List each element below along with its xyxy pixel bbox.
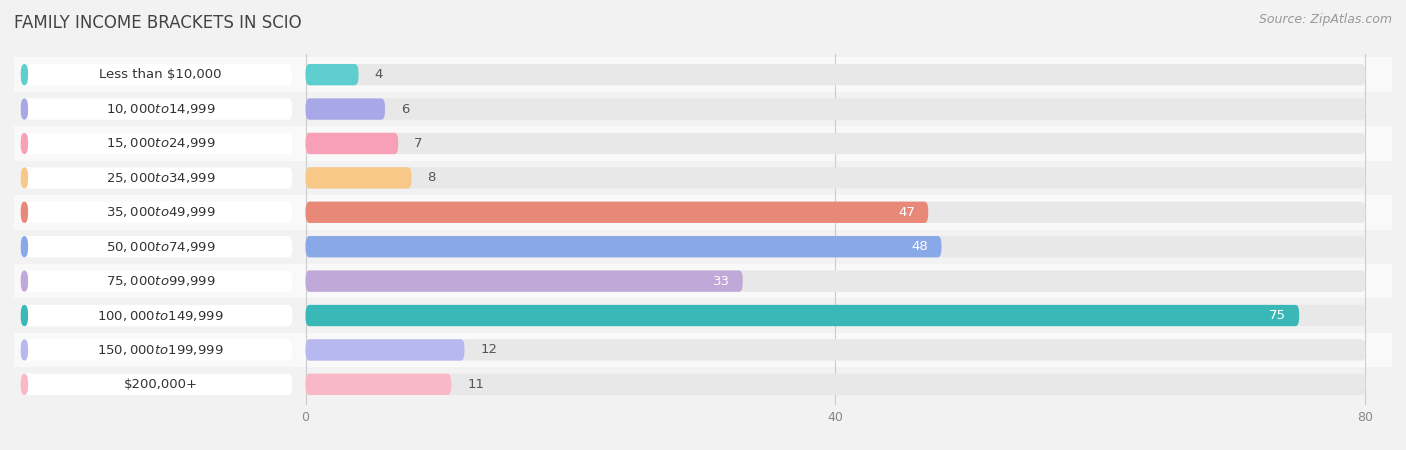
Text: $50,000 to $74,999: $50,000 to $74,999 [105,240,215,254]
Text: $35,000 to $49,999: $35,000 to $49,999 [105,205,215,219]
FancyBboxPatch shape [305,202,1365,223]
FancyBboxPatch shape [14,230,1392,264]
FancyBboxPatch shape [21,64,28,86]
FancyBboxPatch shape [14,126,1392,161]
FancyBboxPatch shape [305,270,742,292]
FancyBboxPatch shape [305,236,942,257]
Text: 33: 33 [713,274,730,288]
FancyBboxPatch shape [305,305,1299,326]
Text: 6: 6 [401,103,409,116]
Text: 12: 12 [481,343,498,356]
FancyBboxPatch shape [305,133,398,154]
Text: 11: 11 [467,378,484,391]
Text: $100,000 to $149,999: $100,000 to $149,999 [97,309,224,323]
FancyBboxPatch shape [21,133,292,154]
FancyBboxPatch shape [305,374,1365,395]
FancyBboxPatch shape [305,305,1365,326]
FancyBboxPatch shape [14,333,1392,367]
Text: Less than $10,000: Less than $10,000 [100,68,222,81]
Text: 48: 48 [911,240,928,253]
FancyBboxPatch shape [305,270,1365,292]
Text: 8: 8 [427,171,436,184]
FancyBboxPatch shape [21,374,28,395]
Text: FAMILY INCOME BRACKETS IN SCIO: FAMILY INCOME BRACKETS IN SCIO [14,14,302,32]
FancyBboxPatch shape [305,374,451,395]
FancyBboxPatch shape [14,161,1392,195]
Text: 7: 7 [415,137,423,150]
FancyBboxPatch shape [21,236,28,257]
FancyBboxPatch shape [14,92,1392,126]
FancyBboxPatch shape [21,236,292,257]
FancyBboxPatch shape [14,367,1392,401]
Text: $10,000 to $14,999: $10,000 to $14,999 [105,102,215,116]
FancyBboxPatch shape [21,167,28,189]
FancyBboxPatch shape [21,99,292,120]
FancyBboxPatch shape [21,339,28,360]
FancyBboxPatch shape [305,202,928,223]
FancyBboxPatch shape [14,298,1392,333]
FancyBboxPatch shape [305,64,359,86]
FancyBboxPatch shape [21,167,292,189]
FancyBboxPatch shape [305,339,1365,360]
FancyBboxPatch shape [305,167,412,189]
Text: $25,000 to $34,999: $25,000 to $34,999 [105,171,215,185]
Text: 75: 75 [1270,309,1286,322]
FancyBboxPatch shape [21,202,28,223]
Text: $75,000 to $99,999: $75,000 to $99,999 [105,274,215,288]
FancyBboxPatch shape [305,236,1365,257]
Text: Source: ZipAtlas.com: Source: ZipAtlas.com [1258,14,1392,27]
Text: $15,000 to $24,999: $15,000 to $24,999 [105,136,215,150]
FancyBboxPatch shape [305,99,385,120]
FancyBboxPatch shape [305,64,1365,86]
FancyBboxPatch shape [21,270,28,292]
FancyBboxPatch shape [21,202,292,223]
FancyBboxPatch shape [21,339,292,360]
Text: $200,000+: $200,000+ [124,378,197,391]
FancyBboxPatch shape [14,264,1392,298]
FancyBboxPatch shape [14,58,1392,92]
FancyBboxPatch shape [21,374,292,395]
FancyBboxPatch shape [305,99,1365,120]
FancyBboxPatch shape [21,270,292,292]
FancyBboxPatch shape [305,133,1365,154]
FancyBboxPatch shape [21,133,28,154]
FancyBboxPatch shape [305,339,464,360]
FancyBboxPatch shape [21,64,292,86]
FancyBboxPatch shape [305,167,1365,189]
Text: 4: 4 [374,68,382,81]
FancyBboxPatch shape [21,305,292,326]
Text: 47: 47 [898,206,915,219]
FancyBboxPatch shape [14,195,1392,230]
Text: $150,000 to $199,999: $150,000 to $199,999 [97,343,224,357]
FancyBboxPatch shape [21,99,28,120]
FancyBboxPatch shape [21,305,28,326]
